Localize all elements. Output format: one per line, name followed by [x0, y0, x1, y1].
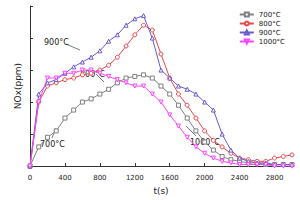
svg-text:0: 0: [28, 174, 32, 182]
svg-text:700°C: 700°C: [40, 139, 65, 149]
svg-text:800°C: 800°C: [259, 20, 281, 28]
svg-text:800°C: 800°C: [80, 69, 105, 79]
svg-text:2000: 2000: [196, 174, 214, 182]
svg-text:900°C: 900°C: [259, 29, 281, 37]
svg-text:1000°C: 1000°C: [190, 137, 220, 147]
svg-text:700°C: 700°C: [259, 11, 281, 19]
svg-text:2400: 2400: [231, 174, 249, 182]
svg-text:NOx(ppm): NOx(ppm): [13, 63, 23, 109]
svg-text:1600: 1600: [161, 174, 179, 182]
svg-text:1000°C: 1000°C: [259, 38, 285, 46]
svg-text:800: 800: [93, 174, 106, 182]
svg-text:400: 400: [58, 174, 71, 182]
svg-text:2800: 2800: [266, 174, 284, 182]
svg-text:t(s): t(s): [153, 186, 168, 196]
svg-text:1200: 1200: [126, 174, 144, 182]
svg-text:900°C: 900°C: [44, 38, 69, 47]
